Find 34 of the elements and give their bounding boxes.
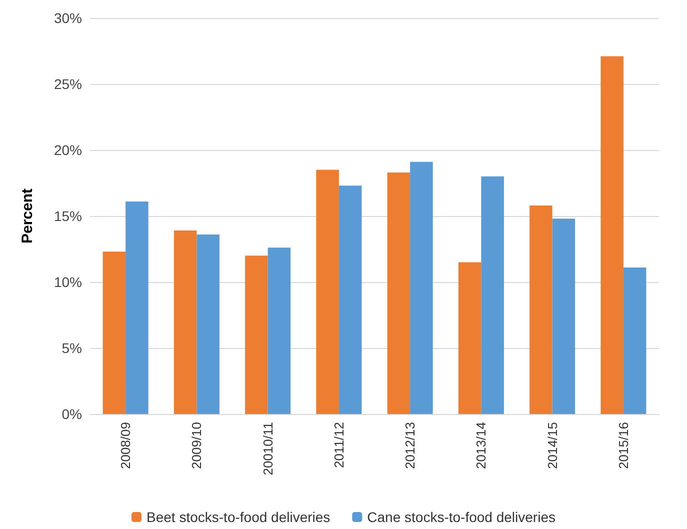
bar [126, 201, 148, 414]
bar [481, 176, 504, 414]
y-tick-label: 0% [62, 406, 82, 422]
x-tick-label: 2013/14 [474, 422, 489, 469]
x-tick-label: 2009/10 [189, 422, 204, 469]
bar [338, 186, 362, 414]
bar [600, 56, 624, 414]
bar [530, 205, 552, 414]
y-tick-label: 15% [54, 208, 82, 224]
y-tick-label: 10% [54, 274, 82, 290]
bar [623, 267, 646, 414]
bar [410, 162, 433, 414]
bar [552, 218, 576, 414]
x-tick-label: 2012/13 [402, 422, 418, 469]
x-tick-label: 20010/11 [260, 422, 276, 476]
y-axis-title: Percent [19, 188, 36, 244]
y-tick-label: 5% [62, 340, 82, 356]
bar [387, 172, 410, 414]
x-tick-label: 2014/15 [544, 422, 560, 469]
x-tick-label: 2008/09 [118, 422, 134, 469]
bar [268, 248, 291, 414]
bar [102, 252, 126, 414]
x-tick-label: 2015/16 [616, 422, 631, 469]
y-tick-label: 20% [54, 142, 82, 158]
legend-label: Beet stocks-to-food deliveries [146, 509, 330, 525]
bar [174, 230, 197, 414]
bar [316, 170, 339, 414]
bar [458, 262, 482, 414]
y-tick-label: 30% [54, 10, 82, 26]
x-tick-label: 2011/12 [331, 422, 346, 468]
y-tick-label: 25% [54, 76, 82, 92]
bar [196, 234, 220, 414]
bar [245, 256, 268, 414]
legend-label: Cane stocks-to-food deliveries [367, 509, 556, 525]
